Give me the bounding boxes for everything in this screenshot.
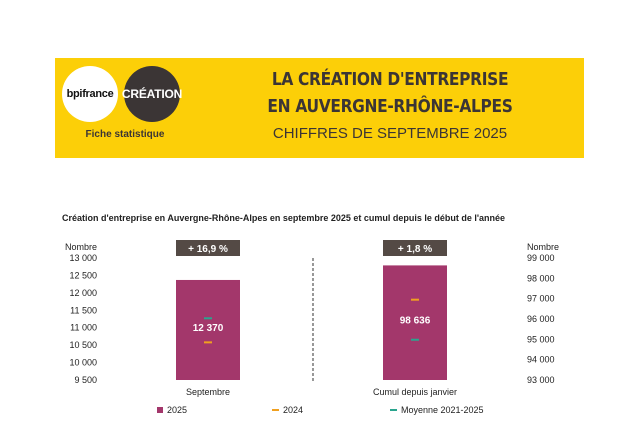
- header-banner: bpifrance CRÉATION Fiche statistique LA …: [55, 58, 584, 158]
- creation-logo: CRÉATION: [122, 66, 182, 122]
- legend-swatch-line: [272, 409, 279, 411]
- left-tick-label: 12 000: [69, 288, 97, 298]
- variation-label: + 16,9 %: [188, 244, 228, 255]
- legend-label: 2024: [283, 405, 304, 415]
- bar-2025: [176, 279, 240, 380]
- left-tick-label: 11 000: [70, 323, 97, 333]
- legend-swatch-square: [157, 407, 163, 413]
- variation-badge: [383, 240, 447, 256]
- left-tick-label: 11 500: [70, 305, 97, 315]
- right-tick-label: 98 000: [527, 273, 555, 283]
- right-tick-label: 99 000: [527, 253, 555, 263]
- bar-value-label: 12 370: [193, 323, 224, 334]
- left-tick-label: 10 000: [69, 358, 97, 368]
- title-line-1: LA CRÉATION D'ENTREPRISE: [271, 69, 509, 90]
- legend-item: 2024: [272, 405, 303, 415]
- left-tick-label: 12 500: [69, 270, 97, 280]
- left-tick-label: 10 500: [69, 340, 97, 350]
- legend-item: 2025: [157, 405, 187, 415]
- legend-swatch-line: [390, 409, 397, 411]
- variation-badge: [176, 240, 240, 256]
- right-tick-label: 93 000: [527, 375, 555, 385]
- left-tick-label: 13 000: [69, 253, 97, 263]
- bpifrance-logo: bpifrance: [62, 66, 118, 122]
- left-axis-label: Nombre: [65, 242, 97, 252]
- chart-title: Création d'entreprise en Auvergne-Rhône-…: [62, 213, 506, 223]
- right-tick-label: 96 000: [527, 314, 555, 324]
- left-tick-label: 9 500: [74, 375, 97, 385]
- right-tick-label: 94 000: [527, 355, 555, 365]
- right-tick-label: 97 000: [527, 294, 555, 304]
- title-line-2: EN AUVERGNE-RHÔNE-ALPES: [267, 96, 513, 117]
- right-axis-label: Nombre: [527, 242, 559, 252]
- bar-2025: [383, 265, 447, 380]
- fiche-label: Fiche statistique: [85, 129, 165, 140]
- header-titles: LA CRÉATION D'ENTREPRISE EN AUVERGNE-RHÔ…: [205, 66, 575, 146]
- bar-value-label: 98 636: [400, 316, 431, 327]
- category-label: Cumul depuis janvier: [373, 387, 457, 397]
- right-tick-label: 95 000: [527, 334, 555, 344]
- legend-item: Moyenne 2021-2025: [390, 405, 484, 415]
- subtitle: CHIFFRES DE SEPTEMBRE 2025: [272, 125, 508, 142]
- variation-label: + 1,8 %: [398, 244, 432, 255]
- legend-label: Moyenne 2021-2025: [401, 405, 484, 415]
- legend-label: 2025: [167, 405, 188, 415]
- category-label: Septembre: [186, 387, 230, 397]
